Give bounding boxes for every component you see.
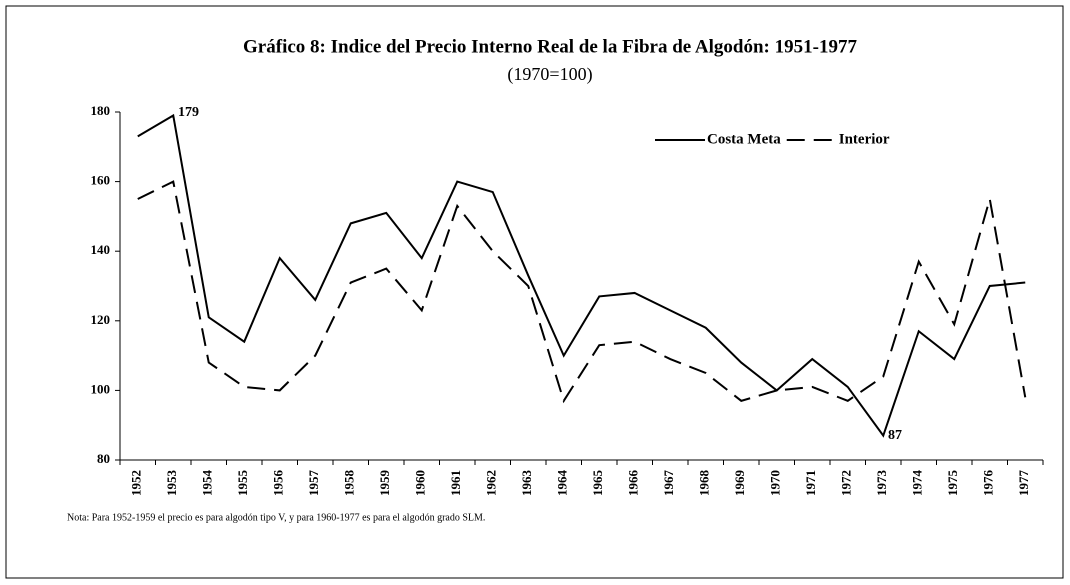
annotation: 87 [888, 428, 902, 443]
x-tick-label: 1975 [945, 470, 960, 497]
annotation: 179 [178, 105, 199, 120]
x-tick-label: 1959 [377, 470, 392, 497]
x-tick-label: 1974 [910, 470, 925, 497]
legend-label: Costa Meta [707, 131, 781, 147]
legend-label: Interior [839, 131, 890, 147]
x-tick-label: 1967 [661, 470, 676, 497]
y-tick-label: 100 [91, 381, 111, 396]
series-line [137, 113, 1026, 438]
x-tick-label: 1968 [697, 470, 712, 497]
x-tick-label: 1954 [200, 470, 215, 497]
series-line [137, 180, 1027, 404]
note: Nota: Para 1952-1959 el precio es para a… [67, 512, 485, 523]
x-tick-label: 1955 [235, 470, 250, 497]
x-tick-label: 1962 [484, 470, 499, 496]
x-tick-label: 1953 [164, 470, 179, 497]
x-tick-label: 1972 [839, 470, 854, 496]
y-tick-label: 180 [91, 103, 111, 118]
x-tick-label: 1952 [129, 470, 144, 496]
x-tick-label: 1969 [732, 470, 747, 497]
x-tick-label: 1960 [413, 470, 428, 496]
x-tick-label: 1970 [768, 470, 783, 496]
x-tick-label: 1973 [874, 470, 889, 497]
x-tick-label: 1958 [342, 470, 357, 497]
x-tick-label: 1961 [448, 470, 463, 496]
chart-title: Gráfico 8: Indice del Precio Interno Rea… [243, 36, 857, 57]
y-tick-label: 80 [97, 451, 110, 466]
x-tick-label: 1964 [555, 470, 570, 497]
y-tick-label: 140 [91, 242, 111, 257]
x-tick-label: 1966 [626, 470, 641, 497]
x-tick-label: 1956 [271, 470, 286, 497]
x-tick-label: 1976 [981, 470, 996, 497]
x-tick-label: 1971 [803, 470, 818, 496]
x-tick-label: 1957 [306, 470, 321, 497]
x-tick-label: 1965 [590, 470, 605, 497]
y-tick-label: 160 [91, 173, 111, 188]
x-tick-label: 1963 [519, 470, 534, 497]
y-tick-label: 120 [91, 312, 111, 327]
x-tick-label: 1977 [1016, 470, 1031, 497]
chart-subtitle: (1970=100) [507, 64, 592, 85]
